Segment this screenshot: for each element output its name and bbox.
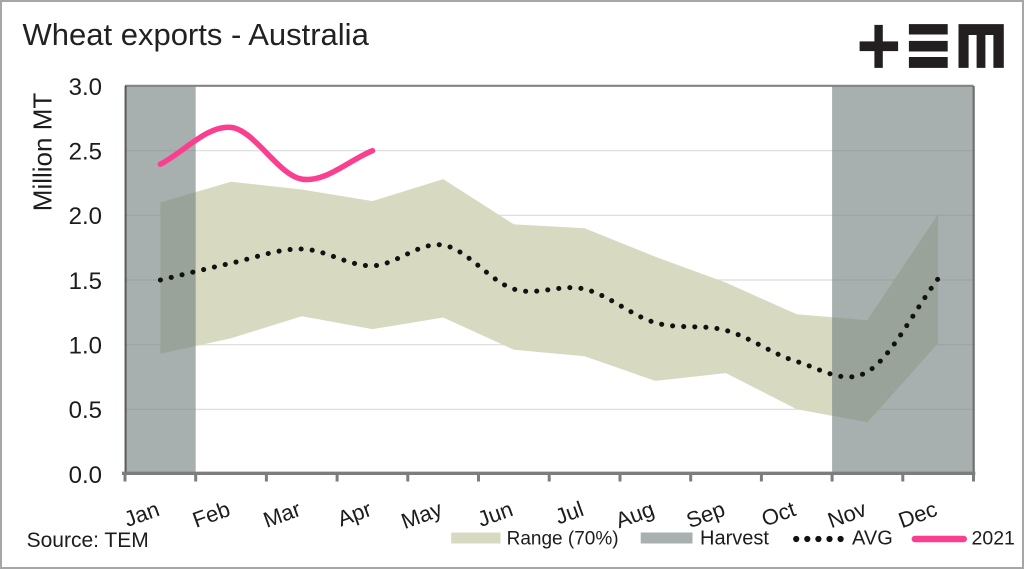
svg-text:AVG: AVG: [852, 528, 893, 550]
svg-text:Source: TEM: Source: TEM: [27, 529, 149, 552]
svg-text:0.0: 0.0: [69, 462, 102, 489]
svg-text:Million MT: Million MT: [28, 93, 58, 212]
svg-text:2.0: 2.0: [69, 203, 102, 230]
svg-text:Range (70%): Range (70%): [507, 529, 619, 550]
svg-text:1.0: 1.0: [69, 332, 102, 359]
svg-text:Harvest: Harvest: [700, 528, 769, 550]
svg-text:2.5: 2.5: [69, 138, 102, 165]
svg-text:3.0: 3.0: [69, 74, 102, 101]
svg-text:Wheat exports - Australia: Wheat exports - Australia: [23, 17, 370, 52]
svg-text:1.5: 1.5: [69, 268, 102, 295]
svg-text:2021: 2021: [972, 528, 1015, 550]
svg-text:0.5: 0.5: [69, 397, 102, 424]
